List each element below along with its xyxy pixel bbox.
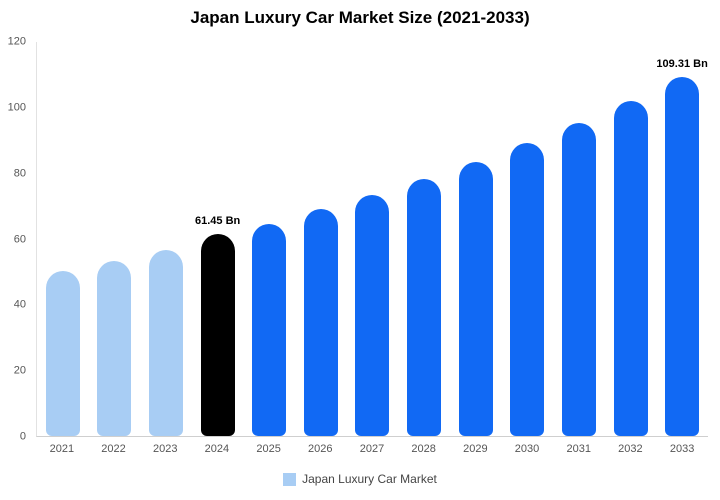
plot-area: 61.45 Bn 109.31 Bn	[36, 42, 708, 437]
bar-data-label: 61.45 Bn	[195, 215, 241, 228]
bar-column	[347, 42, 399, 436]
bar	[355, 195, 390, 436]
bar	[665, 77, 700, 436]
bar-column	[501, 42, 553, 436]
legend: Japan Luxury Car Market	[0, 472, 720, 486]
bar	[45, 271, 80, 436]
x-axis-label: 2023	[152, 443, 178, 455]
bar-column	[605, 42, 657, 436]
bar	[252, 223, 287, 436]
y-tick-label: 20	[13, 364, 26, 377]
x-axis-label: 2021	[49, 443, 75, 455]
x-axis-label: 2027	[359, 443, 385, 455]
y-tick-label: 80	[13, 167, 26, 180]
bar	[200, 234, 235, 436]
bar	[561, 122, 596, 436]
y-tick-label: 120	[7, 35, 26, 48]
bar	[613, 101, 648, 436]
bar-column	[89, 42, 141, 436]
bar-column	[140, 42, 192, 436]
bar-column	[553, 42, 605, 436]
bar	[510, 143, 545, 436]
x-axis-label: 2025	[256, 443, 281, 455]
x-axis-label: 2022	[101, 443, 126, 455]
x-axis-label: 2031	[566, 443, 591, 455]
x-axis-label: 2029	[463, 443, 488, 455]
y-tick-label: 100	[7, 101, 26, 114]
bar-column	[37, 42, 89, 436]
chart-title: Japan Luxury Car Market Size (2021-2033)	[190, 8, 530, 27]
bars: 61.45 Bn 109.31 Bn	[37, 42, 708, 436]
x-axis-labels: 2021 2022 2023 2024 2025 2026 2027 2028 2029 2030…	[36, 443, 708, 459]
bar-column	[398, 42, 450, 436]
bar	[97, 261, 132, 436]
bar-column	[243, 42, 295, 436]
bar	[149, 249, 184, 436]
bar	[407, 179, 442, 436]
bar-column: 109.31 Bn	[656, 42, 708, 436]
bar	[458, 161, 493, 436]
y-axis: 0 20 40 60 80 100 120	[0, 36, 30, 442]
x-axis-label: 2024	[204, 443, 230, 455]
x-axis-label: 2028	[411, 443, 436, 455]
x-axis-label: 2032	[618, 443, 643, 455]
y-tick-label: 60	[13, 233, 26, 245]
y-tick-label: 40	[13, 298, 26, 311]
legend-swatch	[283, 472, 297, 486]
legend-label: Japan Luxury Car Market	[302, 472, 437, 486]
x-axis-label: 2033	[669, 443, 695, 455]
y-tick-label: 0	[19, 430, 26, 443]
bar-column	[295, 42, 347, 436]
bar-column: 61.45 Bn	[192, 42, 244, 436]
bar	[303, 209, 338, 436]
x-axis-label: 2026	[308, 443, 333, 455]
bar-data-label: 109.31 Bn	[656, 58, 708, 71]
bar-column	[450, 42, 502, 436]
x-axis-label: 2030	[514, 443, 540, 455]
